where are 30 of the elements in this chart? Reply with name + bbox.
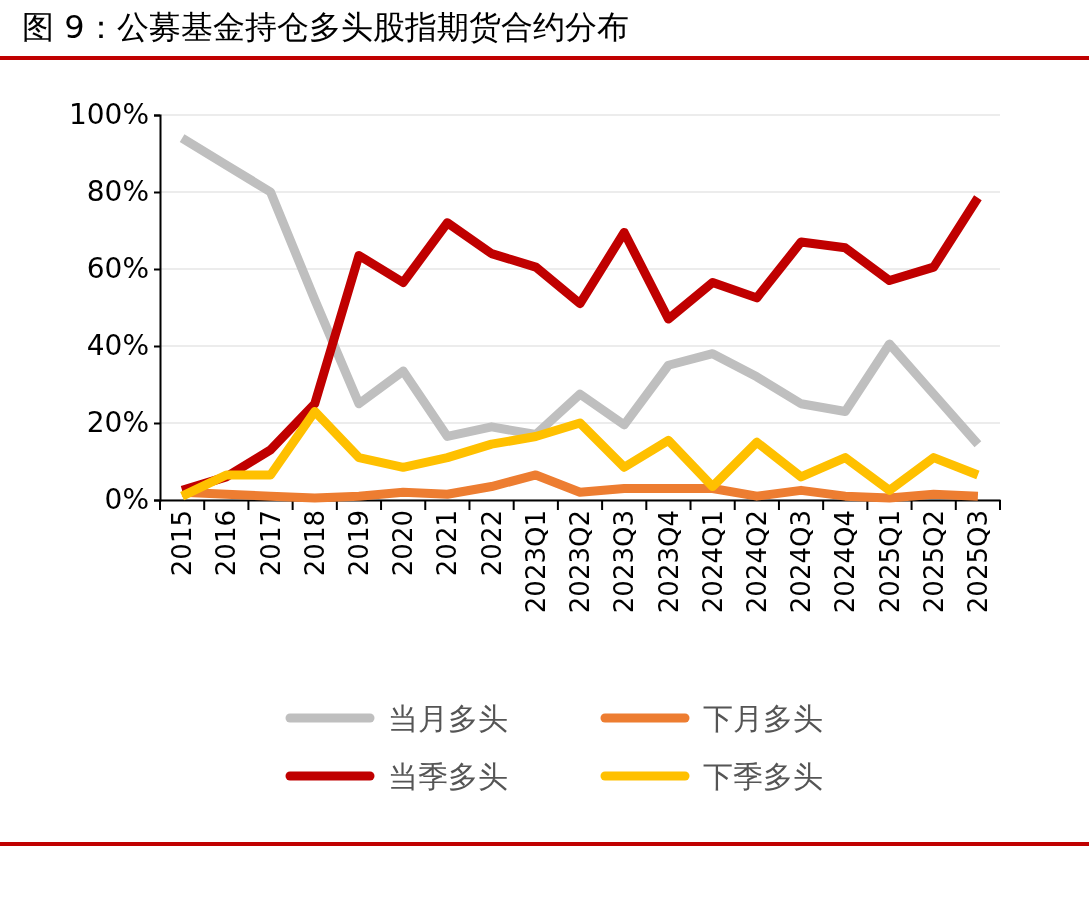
x-tick-label: 2025Q2: [918, 510, 949, 614]
x-tick-label: 2023Q4: [653, 510, 684, 614]
chart-title: 图 9：公募基金持仓多头股指期货合约分布: [22, 8, 629, 46]
x-tick-label: 2021: [432, 510, 463, 577]
x-tick-label: 2024Q3: [786, 510, 817, 614]
legend-label: 下月多头: [703, 700, 823, 736]
x-tick-label: 2024Q2: [741, 510, 772, 614]
x-tick-label: 2018: [299, 510, 330, 577]
x-tick-label: 2025Q1: [874, 510, 905, 614]
x-tick-label: 2024Q4: [830, 510, 861, 614]
x-tick-label: 2025Q3: [962, 510, 993, 614]
y-tick-label: 100%: [68, 98, 149, 132]
x-tick-label: 2017: [255, 510, 286, 577]
y-tick-label: 40%: [86, 329, 149, 363]
y-tick-label: 80%: [86, 175, 149, 209]
x-tick-label: 2022: [476, 510, 507, 577]
legend-label: 当月多头: [388, 700, 508, 736]
x-tick-label: 2023Q1: [520, 510, 551, 614]
legend-label: 当季多头: [388, 758, 508, 794]
y-tick-label: 60%: [86, 252, 149, 286]
x-tick-label: 2023Q2: [565, 510, 596, 614]
y-tick-label: 20%: [86, 406, 149, 440]
y-tick-label: 0%: [104, 483, 149, 517]
x-tick-label: 2023Q3: [609, 510, 640, 614]
x-tick-label: 2016: [211, 510, 242, 577]
x-tick-label: 2024Q1: [697, 510, 728, 614]
x-tick-label: 2019: [344, 510, 375, 577]
legend-label: 下季多头: [703, 758, 823, 794]
x-tick-label: 2020: [388, 510, 419, 577]
x-tick-label: 2015: [167, 510, 198, 577]
